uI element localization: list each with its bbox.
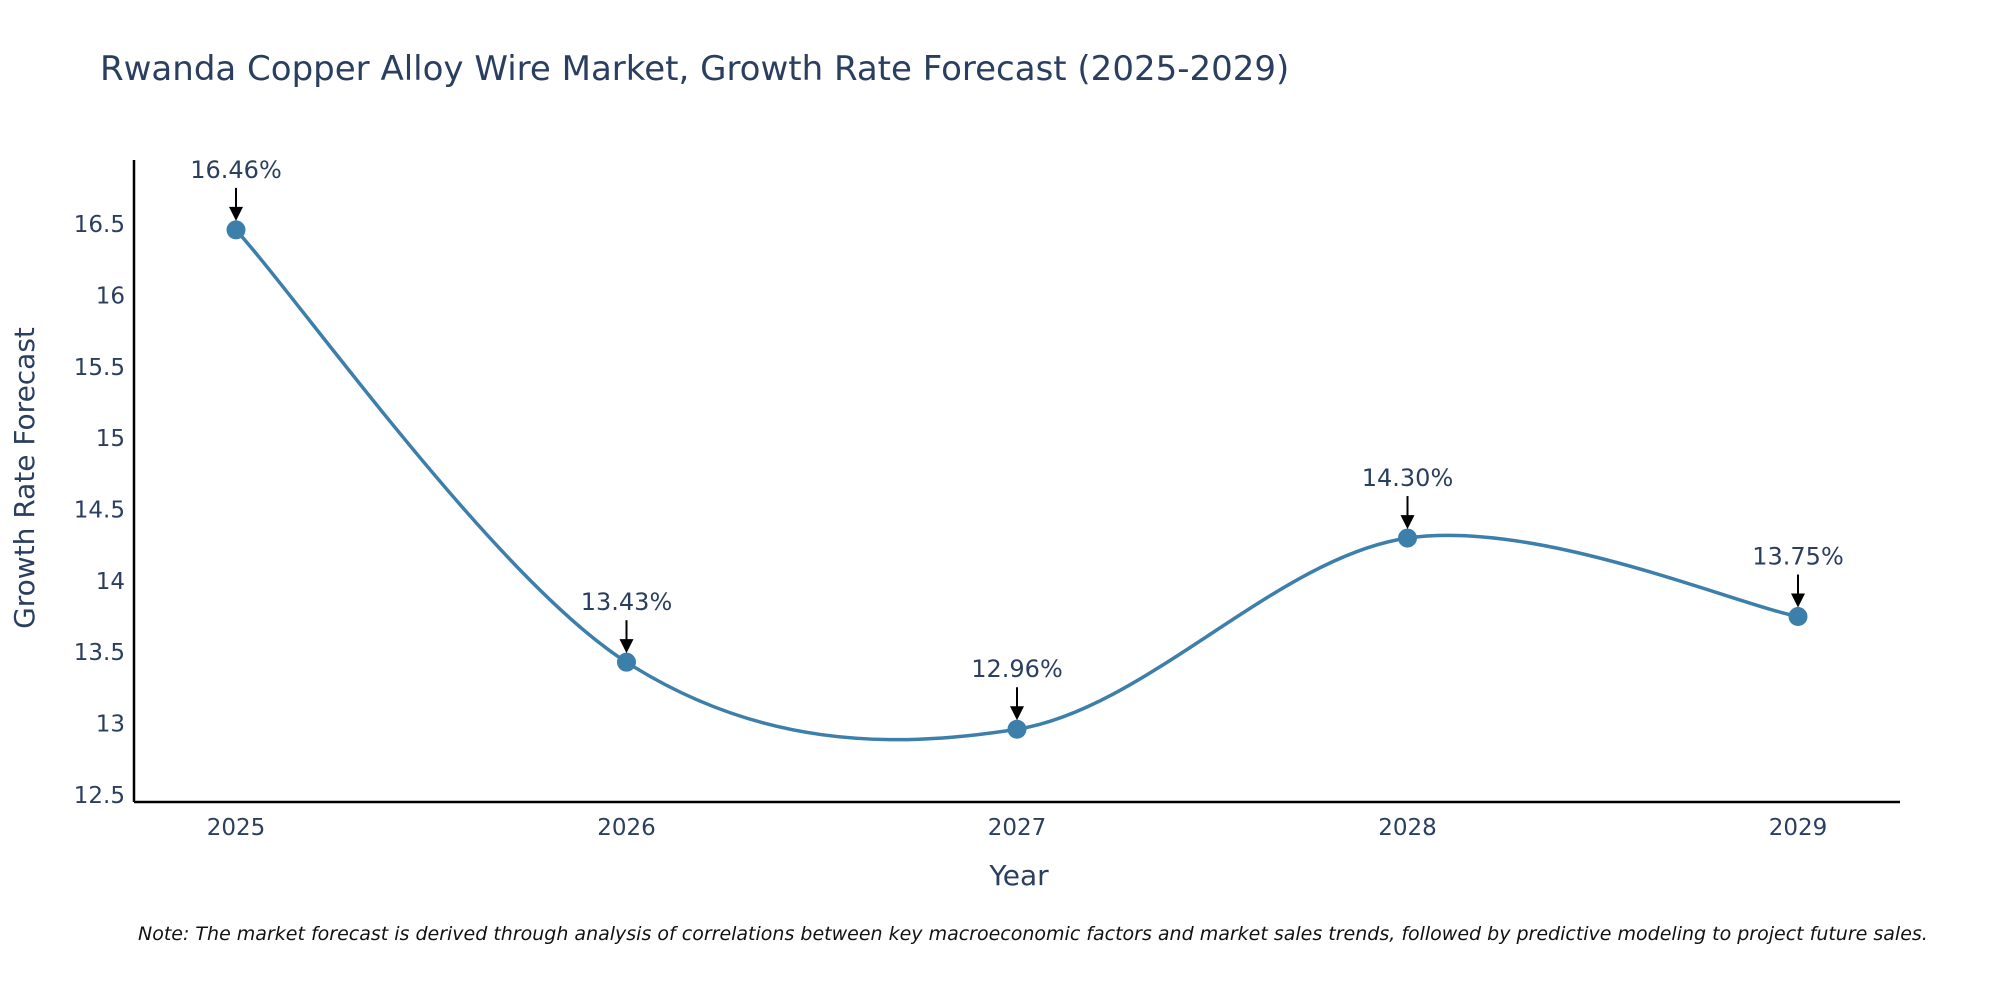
y-axis-title: Growth Rate Forecast xyxy=(8,327,41,629)
x-tick-label: 2028 xyxy=(1378,815,1437,841)
chart-title: Rwanda Copper Alloy Wire Market, Growth … xyxy=(100,49,1289,89)
y-axis-ticks: 12.5 13 13.5 14 14.5 15 15.5 16 16.5 xyxy=(74,212,125,809)
x-axis-title: Year xyxy=(988,859,1049,892)
annotation-arrow-head xyxy=(1400,515,1415,530)
y-tick-label: 16.5 xyxy=(74,212,125,238)
y-tick-label: 14 xyxy=(96,569,125,595)
y-tick-label: 15 xyxy=(96,426,125,452)
data-label: 12.96% xyxy=(971,655,1063,683)
data-label: 14.30% xyxy=(1362,464,1454,492)
y-tick-label: 13.5 xyxy=(74,640,125,666)
annotation-arrow-head xyxy=(1010,706,1024,721)
data-point-marker xyxy=(1398,528,1417,548)
data-point-marker xyxy=(1007,719,1027,739)
annotation-arrow-head xyxy=(229,206,243,221)
data-markers xyxy=(226,220,1808,739)
series-line xyxy=(234,228,1799,742)
chart-footnote: Note: The market forecast is derived thr… xyxy=(138,923,1928,945)
x-tick-label: 2025 xyxy=(207,815,266,841)
x-tick-label: 2027 xyxy=(988,815,1047,841)
y-tick-label: 12.5 xyxy=(74,783,125,809)
data-label: 13.75% xyxy=(1752,543,1844,571)
y-tick-label: 14.5 xyxy=(74,498,125,524)
data-point-marker xyxy=(1788,607,1808,627)
y-tick-label: 13 xyxy=(96,712,125,738)
y-tick-label: 16 xyxy=(96,284,125,310)
y-tick-label: 15.5 xyxy=(74,355,125,381)
x-axis-ticks: 2025 2026 2027 2028 2029 xyxy=(207,815,1828,841)
data-label: 13.43% xyxy=(581,588,673,616)
x-tick-label: 2029 xyxy=(1769,815,1828,841)
data-label-annotations: 16.46% 13.43% 12.96% 14.30% 13.75% xyxy=(190,156,1844,721)
annotation-arrow-head xyxy=(619,639,634,654)
data-point-marker xyxy=(226,220,246,240)
annotation-arrow-head xyxy=(1791,593,1805,608)
x-tick-label: 2026 xyxy=(597,815,656,841)
data-label: 16.46% xyxy=(190,156,282,184)
data-point-marker xyxy=(617,652,636,672)
